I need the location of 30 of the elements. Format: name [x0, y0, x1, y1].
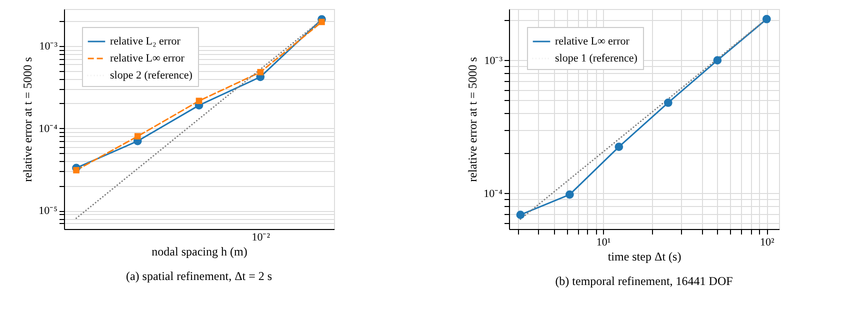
point: [664, 98, 672, 107]
y-tick-label: 10⁻⁴: [484, 188, 503, 200]
legend-label: relative L₂ error: [110, 36, 181, 48]
text: (a) spatial refinement, Δt = 2 s: [126, 269, 272, 283]
x-tick-label: 10²: [760, 236, 775, 248]
x-axis-title: time step Δt (s): [608, 250, 682, 264]
text: (b) temporal refinement, 16441 DOF: [555, 274, 734, 288]
point: [566, 190, 574, 199]
x-axis-title: nodal spacing h (m): [152, 244, 248, 258]
point: [196, 98, 202, 104]
point: [73, 167, 80, 174]
y-tick-label: 10⁻³: [39, 40, 58, 52]
y-tick-label: 10⁻⁵: [38, 205, 58, 218]
point: [614, 142, 624, 151]
legend-label: relative L∞ error: [555, 36, 630, 48]
y-axis-title: relative error at t = 5000 s: [466, 56, 480, 182]
point: [318, 18, 325, 26]
legend-label: slope 2 (reference): [110, 70, 193, 82]
y-axis-title: relative error at t = 5000 s: [20, 56, 35, 182]
point: [762, 14, 771, 24]
y-tick-label: 10⁻⁴: [38, 122, 58, 135]
legend-label: slope 1 (reference): [555, 52, 638, 64]
legend-label: relative L∞ error: [110, 52, 185, 64]
point: [713, 56, 722, 64]
y-tick-label: 10⁻³: [484, 54, 504, 67]
point: [134, 133, 141, 140]
point: [257, 68, 264, 76]
point: [516, 210, 525, 220]
x-tick-label: 10¹: [596, 236, 611, 248]
x-tick-label: 10⁻²: [252, 232, 271, 244]
